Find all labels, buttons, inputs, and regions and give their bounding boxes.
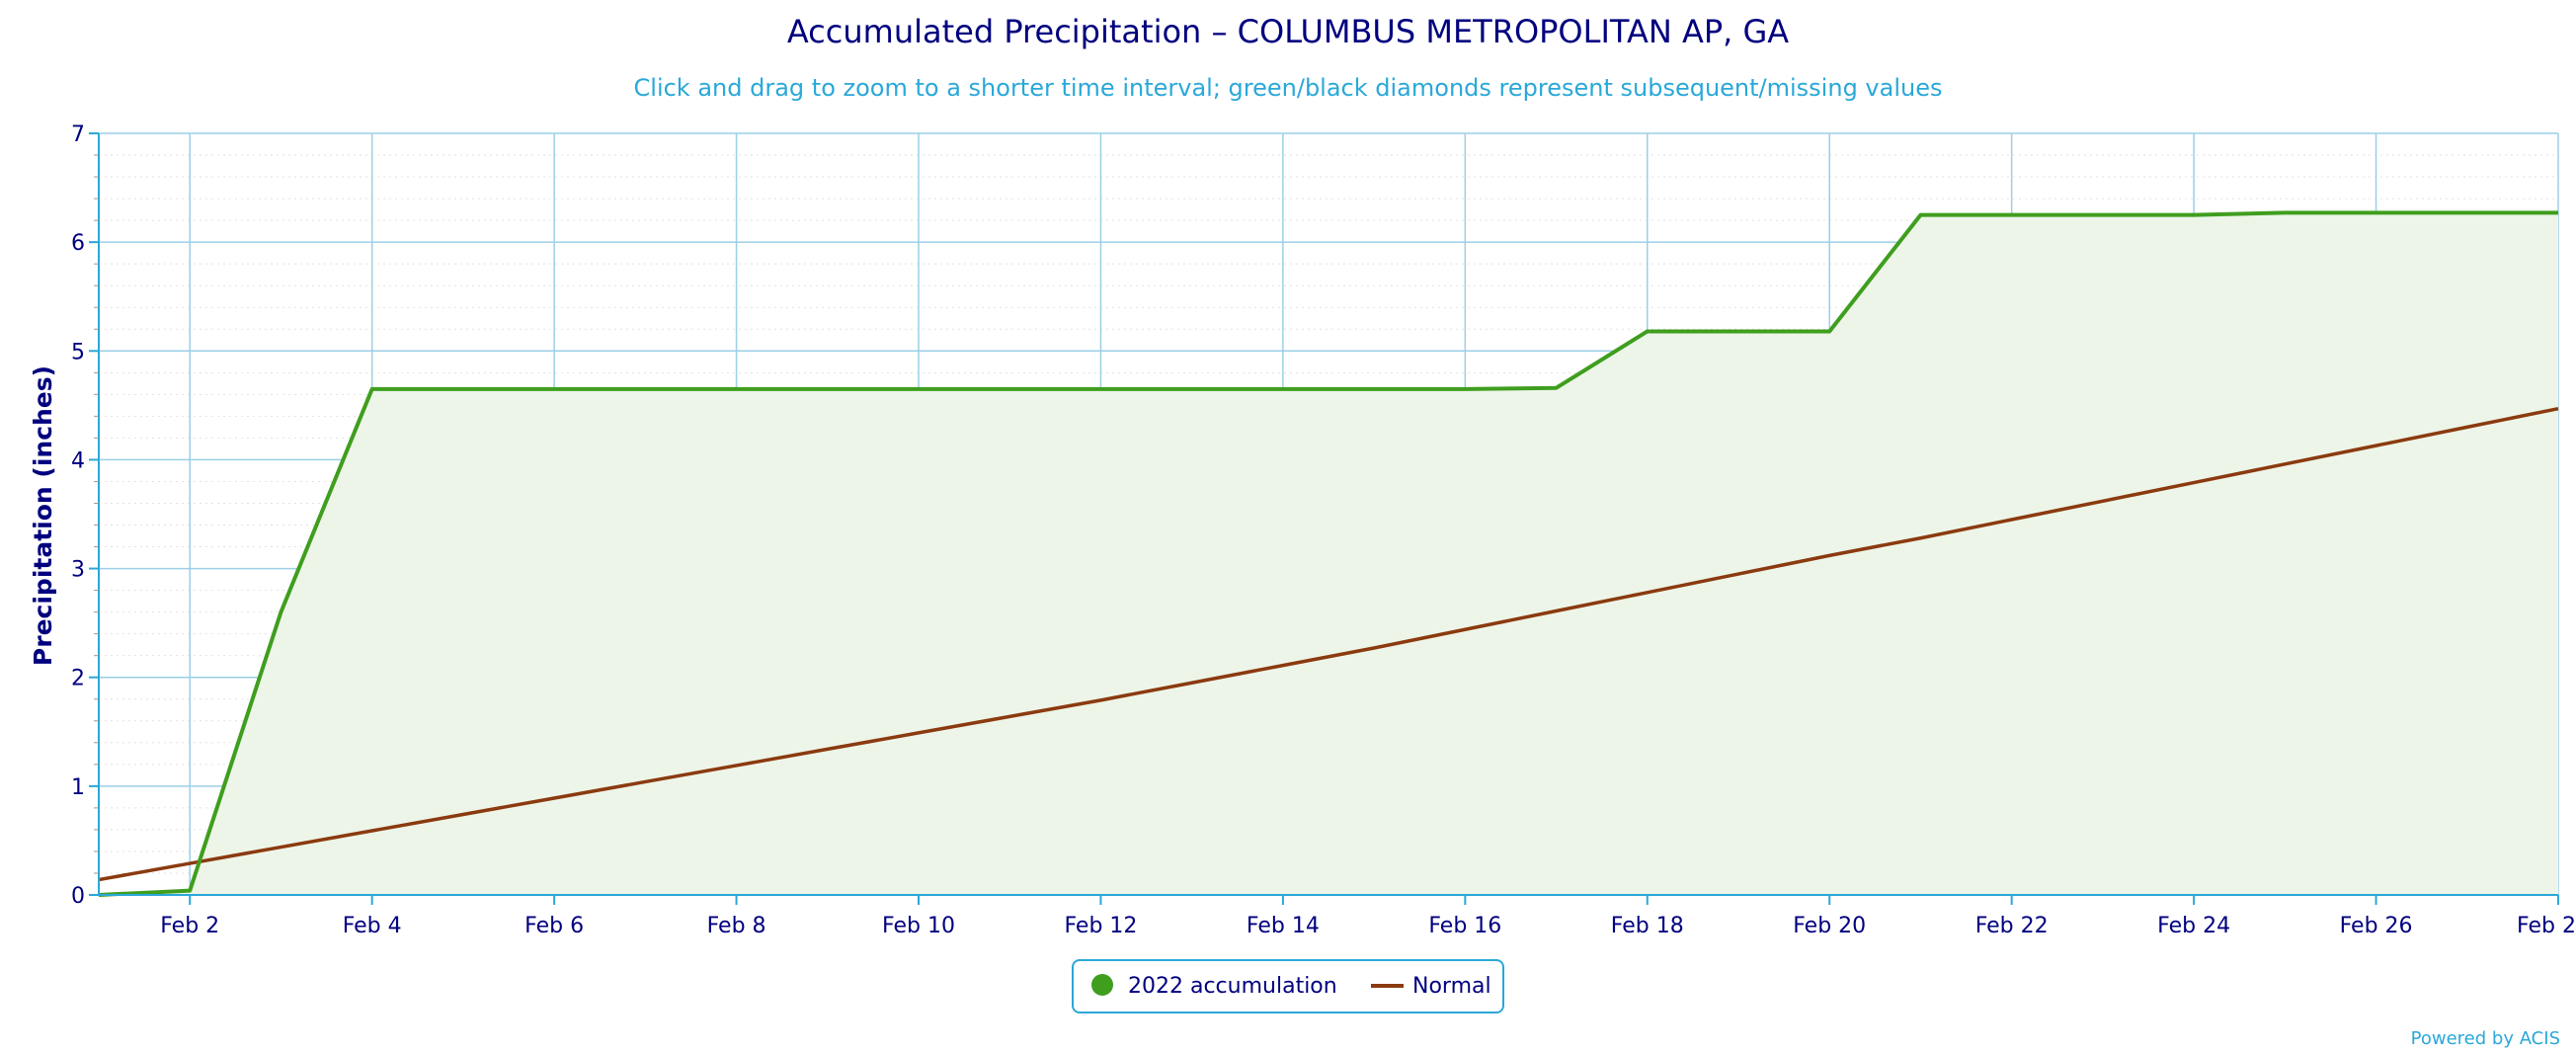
y-tick-label: 4 [71,448,85,473]
x-tick-label: Feb 20 [1793,914,1866,938]
x-tick-label: Feb 2 [2517,914,2576,938]
series-layer[interactable] [98,210,2559,897]
legend-label-normal[interactable]: Normal [1412,974,1491,999]
accumulation-area [99,212,2558,895]
x-tick-label: Feb 16 [1428,914,1501,938]
x-tick-label: Feb 6 [524,914,584,938]
y-tick-label: 7 [71,122,85,147]
legend-label-2022-accumulation[interactable]: 2022 accumulation [1128,974,1337,999]
x-tick-label: Feb 14 [1247,914,1320,938]
x-tick-label: Feb 8 [707,914,766,938]
tick-labels: 0 1 2 3 4 5 6 7 Feb 2 Feb 4 Feb 6 Feb 8 Feb 10 Feb 12… [71,122,2576,938]
credit-link[interactable]: Powered by ACIS [2411,1028,2560,1049]
legend-marker-2022-accumulation[interactable] [1091,974,1113,996]
x-tick-label: Feb 4 [343,914,402,938]
x-tick-label: Feb 24 [2157,914,2230,938]
x-tick-label: Feb 26 [2340,914,2413,938]
y-tick-label: 5 [71,340,85,364]
y-axis-label: Precipitation (inches) [29,365,57,666]
y-tick-label: 0 [71,884,85,909]
accumulation-line [98,210,2558,897]
y-tick-label: 1 [71,775,85,800]
y-tick-label: 2 [71,667,85,691]
legend-box [1072,959,1504,1013]
normal-line [98,406,2559,882]
x-tick-label: Feb 18 [1611,914,1684,938]
legend[interactable]: 2022 accumulation Normal [1072,959,1504,1013]
x-tick-label: Feb 10 [882,914,955,938]
x-tick-label: Feb 22 [1975,914,2049,938]
x-tick-label: Feb 12 [1064,914,1137,938]
chart-title: Accumulated Precipitation – COLUMBUS MET… [787,13,1789,50]
chart-subtitle: Click and drag to zoom to a shorter time… [634,74,1943,102]
x-tick-label: Feb 2 [160,914,219,938]
y-tick-label: 6 [71,231,85,256]
y-tick-label: 3 [71,558,85,583]
axes [89,132,2559,905]
